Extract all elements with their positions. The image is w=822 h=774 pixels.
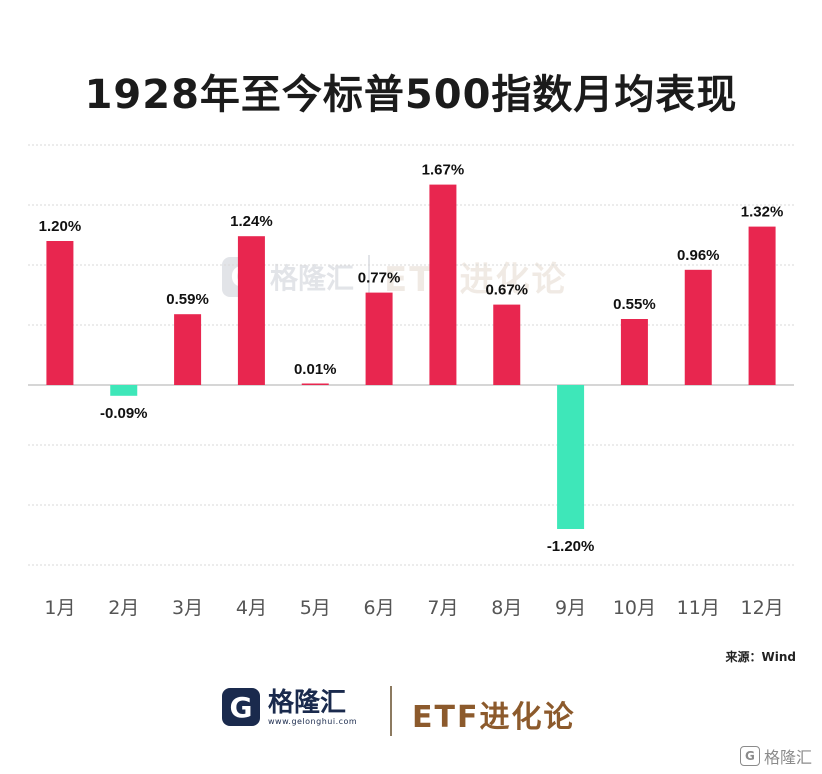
watermark-name: 格隆汇 (270, 261, 355, 295)
bar-5 (301, 383, 329, 385)
value-label-5: 0.01% (294, 361, 337, 378)
category-label-10: 10月 (613, 597, 656, 619)
bar-4 (237, 236, 265, 385)
category-label-8: 8月 (491, 597, 522, 619)
value-label-9: -1.20% (547, 538, 595, 555)
category-label-12: 12月 (740, 597, 783, 619)
corner-logo-icon: G (739, 746, 760, 766)
gelonghui-logo-icon: G (222, 688, 260, 726)
bar-8 (493, 304, 521, 385)
category-label-7: 7月 (427, 597, 458, 619)
bar-2 (110, 385, 138, 396)
value-label-6: 0.77% (358, 270, 401, 287)
etf-brand: ETF进化论 (412, 700, 576, 735)
bar-1 (46, 241, 74, 385)
value-label-10: 0.55% (613, 296, 656, 313)
bar-10 (620, 319, 648, 385)
value-label-12: 1.32% (741, 204, 784, 221)
corner-text: 格隆汇 (763, 748, 812, 767)
category-label-1: 1月 (44, 597, 75, 619)
footer-divider (390, 686, 392, 736)
footer: G 格隆汇 www.gelonghui.com ETF进化论 (0, 680, 822, 750)
brand-url: www.gelonghui.com (268, 716, 358, 726)
category-label-4: 4月 (236, 597, 267, 619)
value-label-7: 1.67% (422, 162, 465, 179)
value-label-2: -0.09% (100, 405, 148, 422)
bar-11 (684, 269, 712, 385)
category-label-6: 6月 (364, 597, 395, 619)
gelonghui-brand: G 格隆汇 www.gelonghui.com (222, 688, 357, 726)
category-label-5: 5月 (300, 597, 331, 619)
category-label-3: 3月 (172, 597, 203, 619)
watermark-divider (368, 254, 371, 299)
bar-6 (365, 292, 393, 385)
value-label-3: 0.59% (166, 291, 209, 308)
category-label-2: 2月 (108, 597, 139, 619)
category-label-11: 11月 (677, 597, 720, 619)
value-label-4: 1.24% (230, 213, 273, 230)
value-label-8: 0.67% (485, 282, 528, 299)
bar-9 (557, 385, 585, 529)
watermark-etf: ETF进化论 (384, 260, 568, 300)
chart-title: 1928年至今标普500指数月均表现 (84, 72, 738, 118)
value-label-11: 0.96% (677, 247, 720, 264)
bar-chart: 1.20% 1月 -0.09% 2月 0.59% 3月 1.24% 4月 0.01% 5月 0.77… (28, 144, 794, 619)
source-note: 来源：Wind (725, 650, 796, 664)
bar-7 (429, 184, 457, 385)
corner-watermark: G 格隆汇 (739, 744, 812, 768)
brand-name: 格隆汇 (268, 687, 347, 718)
bar-12 (748, 226, 776, 385)
bar-3 (174, 314, 202, 385)
category-label-9: 9月 (555, 597, 586, 619)
value-label-1: 1.20% (39, 218, 82, 235)
